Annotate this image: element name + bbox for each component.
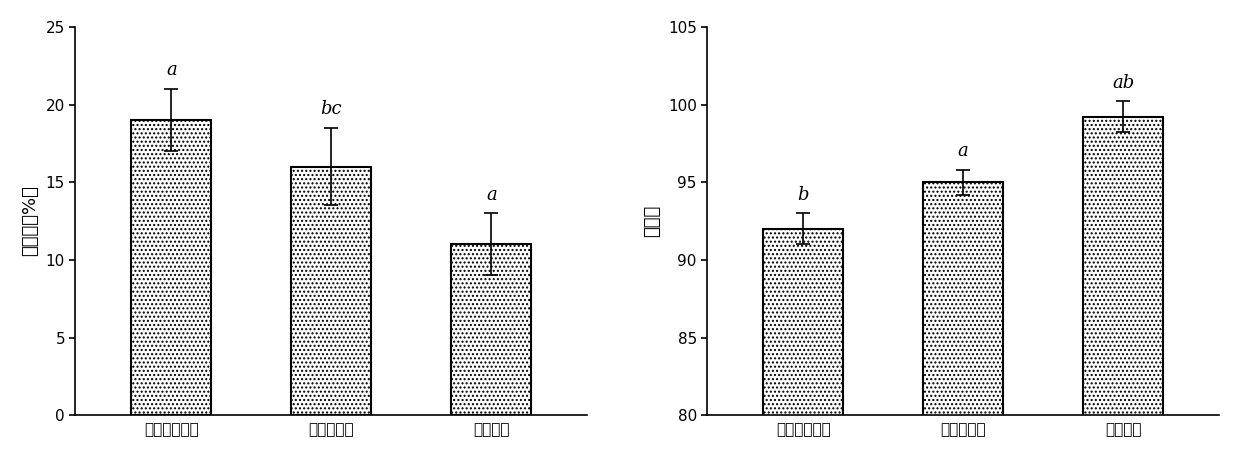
Bar — [763, 229, 843, 458]
Text: a: a — [166, 61, 177, 79]
Text: bc: bc — [321, 100, 342, 118]
Bar — [131, 120, 212, 415]
Y-axis label: 死株率（%）: 死株率（%） — [21, 185, 38, 256]
Bar — [1084, 117, 1163, 458]
Text: a: a — [957, 142, 968, 160]
Text: b: b — [797, 185, 808, 203]
Text: a: a — [486, 185, 497, 203]
Bar — [451, 244, 532, 415]
Bar — [924, 182, 1003, 458]
Y-axis label: 出苗率: 出苗率 — [644, 205, 661, 237]
Bar — [291, 167, 372, 415]
Text: ab: ab — [1112, 74, 1135, 92]
